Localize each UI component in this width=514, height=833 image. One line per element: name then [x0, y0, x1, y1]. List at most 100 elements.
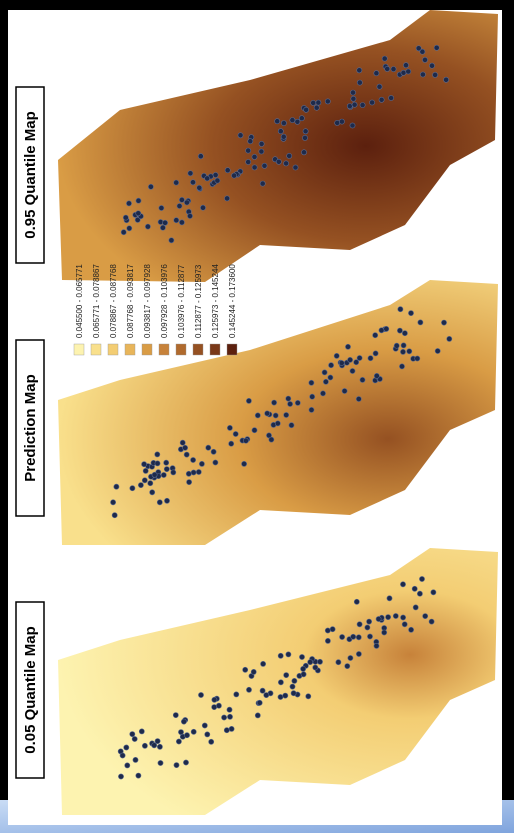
sample-point	[252, 154, 257, 159]
sample-point	[238, 133, 243, 138]
sample-point	[360, 103, 365, 108]
sample-point	[164, 498, 169, 503]
sample-point	[229, 441, 234, 446]
sample-point	[184, 452, 189, 457]
sample-point	[284, 673, 289, 678]
sample-point	[373, 333, 378, 338]
title-text: 0.05 Quantile Map	[22, 626, 39, 754]
sample-point	[320, 391, 325, 396]
sample-point	[136, 773, 141, 778]
sample-point	[148, 481, 153, 486]
sample-point	[316, 100, 321, 105]
sample-point	[444, 77, 449, 82]
legend-swatch	[159, 344, 169, 355]
sample-point	[394, 343, 399, 348]
legend-label: 0.097928 - 0.103976	[160, 264, 169, 338]
sample-point	[186, 471, 191, 476]
sample-point	[368, 356, 373, 361]
map-title: Prediction Map	[16, 340, 44, 516]
sample-point	[350, 123, 355, 128]
sample-point	[255, 713, 260, 718]
sample-point	[191, 457, 196, 462]
sample-point	[340, 634, 345, 639]
sample-point	[402, 622, 407, 627]
sample-point	[301, 150, 306, 155]
map-title: 0.05 Quantile Map	[16, 602, 44, 778]
sample-point	[161, 472, 166, 477]
sample-point	[133, 757, 138, 762]
legend-label: 0.065771 - 0.078867	[92, 264, 101, 338]
legend-swatch	[125, 344, 135, 355]
legend-label: 0.112877 - 0.125973	[194, 264, 203, 338]
sample-point	[356, 651, 361, 656]
sample-point	[229, 726, 234, 731]
sample-point	[130, 486, 135, 491]
sample-point	[278, 129, 283, 134]
sample-point	[354, 599, 359, 604]
sample-point	[345, 344, 350, 349]
sample-point	[413, 605, 418, 610]
sample-point	[111, 500, 116, 505]
sample-point	[176, 739, 181, 744]
sample-point	[232, 173, 237, 178]
sample-point	[379, 97, 384, 102]
sample-point	[248, 139, 253, 144]
sample-point	[197, 185, 202, 190]
sample-point	[304, 107, 309, 112]
sample-point	[190, 180, 195, 185]
sample-point	[415, 356, 420, 361]
sample-point	[225, 168, 230, 173]
sample-point	[184, 733, 189, 738]
sample-point	[118, 774, 123, 779]
sample-point	[295, 400, 300, 405]
sample-point	[265, 411, 270, 416]
sample-point	[301, 666, 306, 671]
sample-point	[164, 467, 169, 472]
legend-label: 0.125973 - 0.145244	[211, 264, 220, 338]
sample-point	[401, 70, 406, 75]
sample-point	[148, 184, 153, 189]
sample-point	[403, 63, 408, 68]
sample-point	[391, 67, 396, 72]
legend-label: 0.103976 - 0.112877	[177, 264, 186, 338]
sample-point	[127, 226, 132, 231]
sample-point	[278, 694, 283, 699]
sample-point	[422, 57, 427, 62]
sample-point	[302, 135, 307, 140]
sample-point	[264, 693, 269, 698]
sample-point	[275, 421, 280, 426]
sample-point	[252, 165, 257, 170]
sample-point	[120, 753, 125, 758]
legend-swatch	[142, 344, 152, 355]
sample-point	[306, 694, 311, 699]
sample-point	[401, 343, 406, 348]
sample-point	[281, 121, 286, 126]
sample-point	[211, 449, 216, 454]
sample-point	[357, 68, 362, 73]
sample-point	[339, 360, 344, 365]
sample-point	[205, 176, 210, 181]
sample-point	[360, 377, 365, 382]
sample-point	[126, 201, 131, 206]
sample-point	[329, 363, 334, 368]
sample-point	[357, 622, 362, 627]
sample-point	[447, 336, 452, 341]
sample-point	[323, 379, 328, 384]
sample-point	[124, 745, 129, 750]
sample-point	[287, 153, 292, 158]
sample-point	[293, 165, 298, 170]
sample-point	[382, 56, 387, 61]
sample-point	[130, 732, 135, 737]
sample-point	[159, 205, 164, 210]
sample-point	[155, 452, 160, 457]
sample-point	[174, 218, 179, 223]
sample-point	[187, 480, 192, 485]
legend-label: 0.093817 - 0.097928	[143, 264, 152, 338]
sample-point	[206, 445, 211, 450]
sample-point	[418, 320, 423, 325]
sample-point	[407, 349, 412, 354]
map-title: 0.95 Quantile Map	[16, 87, 44, 263]
titles: 0.95 Quantile Map Prediction Map 0.05 Quan…	[16, 87, 44, 778]
sample-point	[292, 678, 297, 683]
sample-point	[155, 739, 160, 744]
